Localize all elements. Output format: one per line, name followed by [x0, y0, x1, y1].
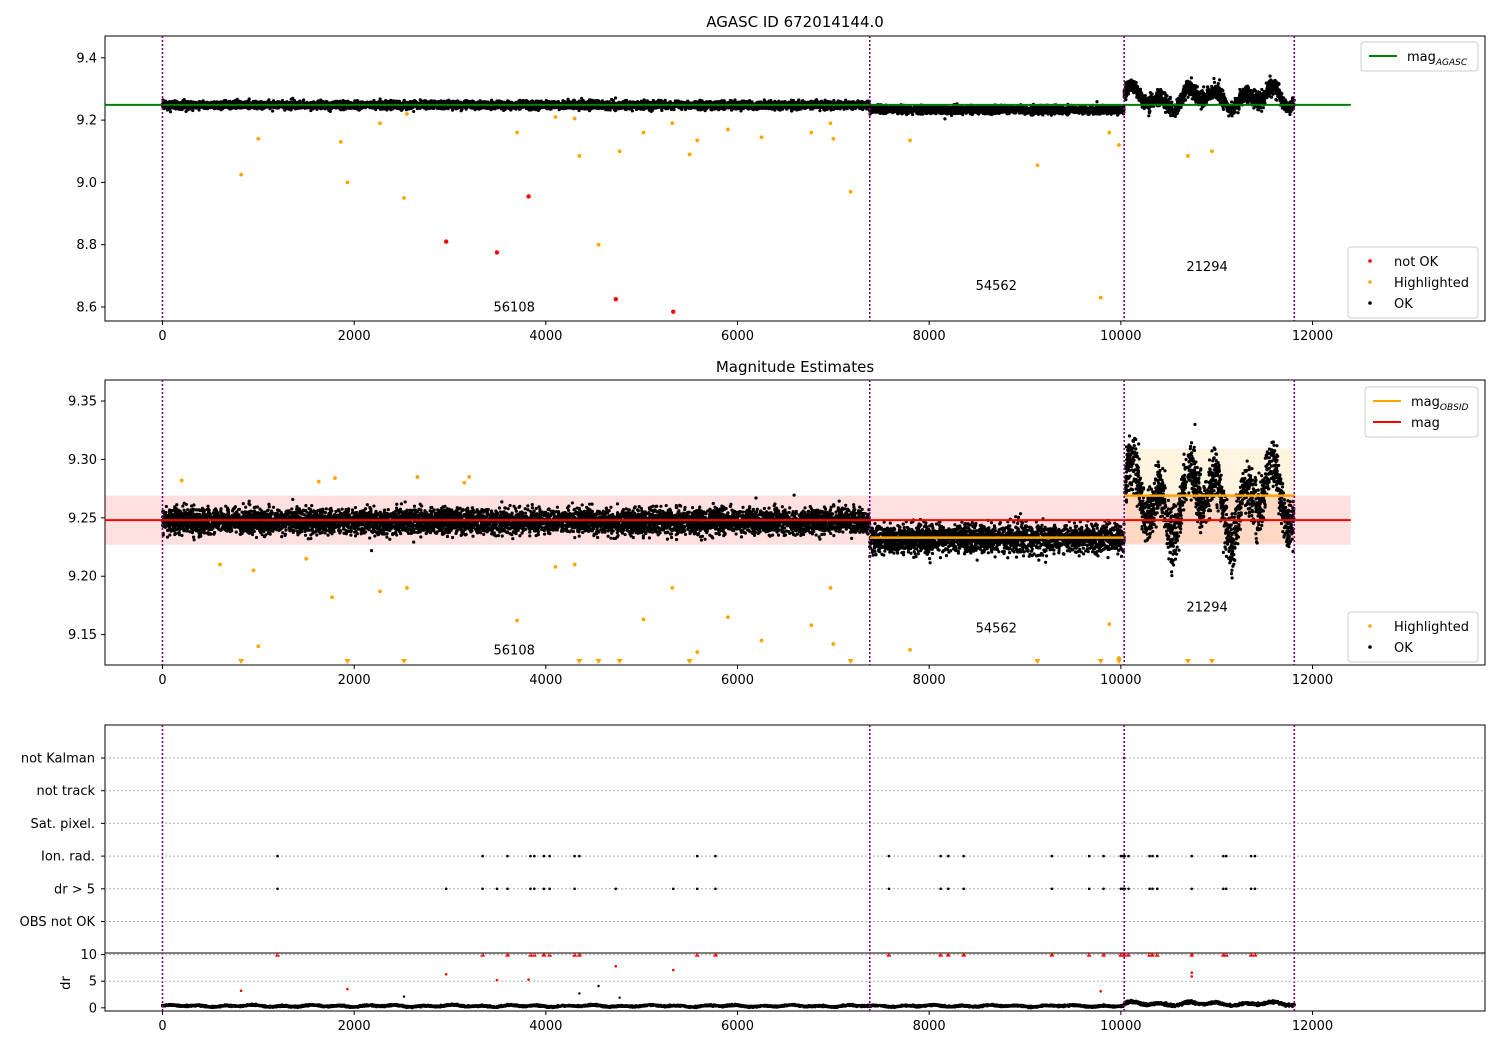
ok-point — [797, 98, 801, 102]
ok-point — [197, 108, 201, 112]
ok-point — [728, 98, 732, 103]
ok-point — [613, 96, 618, 100]
ok-point — [729, 108, 734, 112]
ok-point — [557, 107, 561, 112]
panel-1-frame — [104, 35, 1486, 322]
panel-1-title: AGASC ID 672014144.0 — [706, 13, 884, 31]
ok-point — [271, 109, 275, 113]
ok-point — [829, 108, 833, 112]
ok-point — [630, 109, 634, 113]
panel-1-plot-area — [105, 36, 1351, 321]
ok-point — [610, 97, 614, 102]
ok-point — [168, 110, 173, 114]
ok-point — [378, 97, 382, 101]
ok-point — [355, 99, 360, 103]
ok-point — [790, 109, 794, 113]
agasc-magnitude-panel: AGASC ID 672014144.0 0 2000 4000 6000 8000 10… — [76, 13, 1486, 344]
ok-point — [302, 98, 306, 102]
